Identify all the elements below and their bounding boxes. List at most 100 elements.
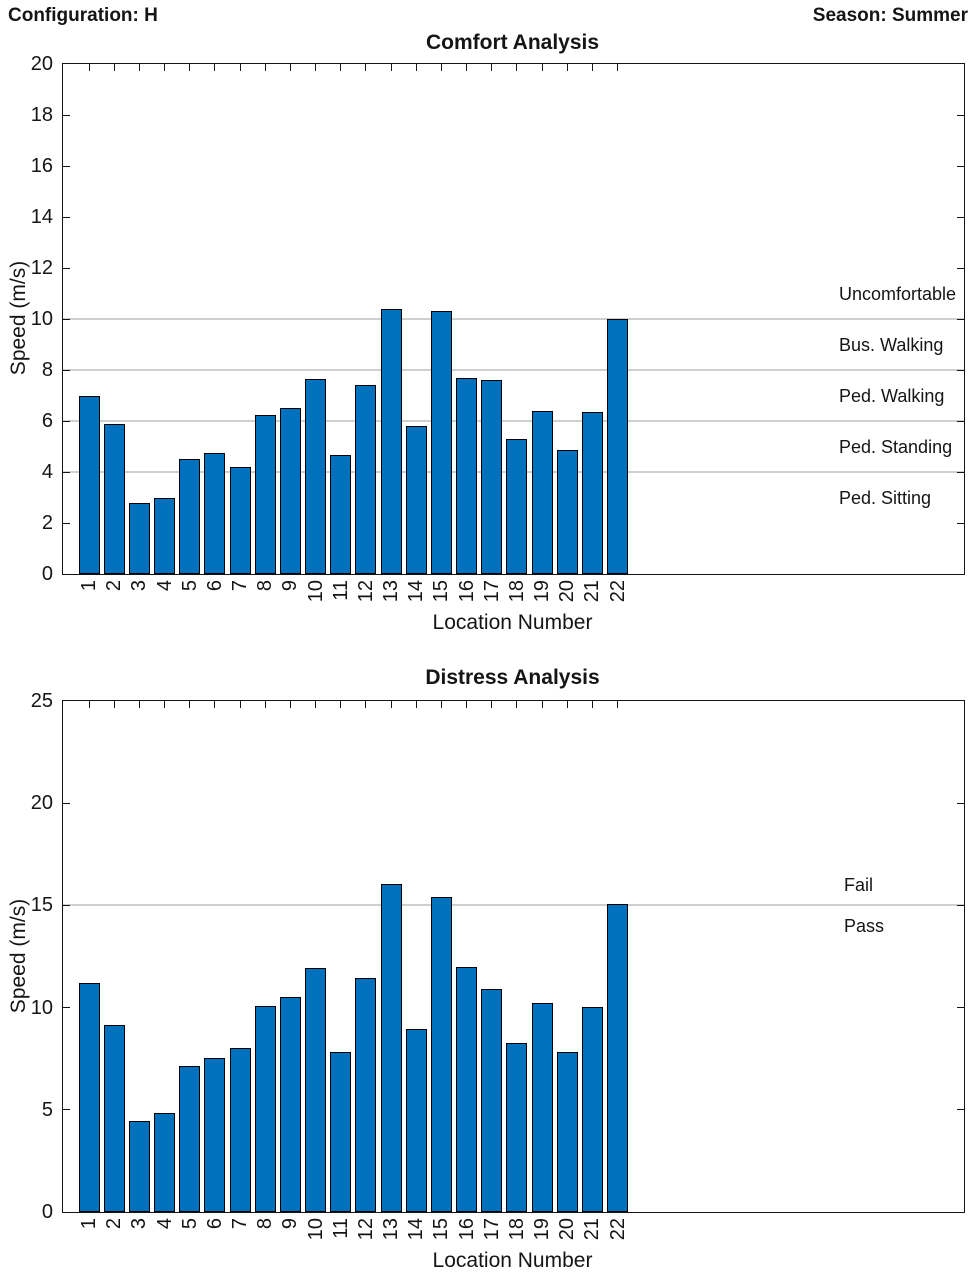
configuration-label: Configuration: H: [8, 5, 158, 26]
zone-label: Pass: [844, 915, 885, 936]
x-tick-mark: [113, 64, 115, 71]
x-tick-label: 21: [581, 1218, 604, 1241]
x-tick-label: 6: [203, 580, 226, 592]
x-tick-mark: [164, 701, 165, 708]
x-tick-mark: [591, 64, 593, 71]
x-tick-mark: [440, 64, 442, 71]
comfort-x-axis-label: Location Number: [432, 611, 593, 634]
x-tick-mark: [138, 64, 140, 71]
y-tick-mark: [957, 1109, 964, 1111]
y-tick-mark: [957, 318, 964, 320]
y-tick-mark: [63, 216, 70, 218]
y-tick-mark: [957, 114, 964, 116]
y-tick-label: 20: [30, 53, 53, 75]
x-tick-label: 13: [380, 1218, 403, 1241]
bar: [481, 989, 503, 1212]
y-tick-label: 16: [30, 155, 53, 177]
x-tick-label: 15: [430, 580, 453, 603]
x-tick-mark: [516, 64, 518, 71]
zone-label: Ped. Standing: [839, 436, 953, 457]
x-tick-label: 15: [430, 1218, 453, 1241]
bar: [581, 412, 603, 574]
x-tick-label: 5: [178, 1218, 201, 1230]
y-tick-mark: [63, 267, 70, 269]
y-tick-mark: [957, 904, 964, 906]
threshold-line: [63, 318, 964, 320]
x-tick-label: 6: [203, 1218, 226, 1230]
bar: [305, 378, 327, 574]
y-tick-label: 15: [30, 894, 53, 917]
x-tick-label: 3: [128, 1218, 151, 1230]
y-tick-label: 0: [41, 563, 53, 585]
x-tick-label: 14: [405, 580, 428, 603]
threshold-line: [63, 420, 964, 422]
y-tick-label: 10: [30, 308, 53, 330]
x-tick-mark: [340, 701, 342, 708]
x-tick-label: 11: [329, 1218, 352, 1239]
y-tick-mark: [63, 471, 70, 473]
x-tick-label: 10: [304, 1218, 327, 1241]
y-tick-mark: [63, 165, 70, 167]
x-tick-label: 18: [505, 1218, 528, 1241]
y-tick-mark: [957, 802, 964, 804]
x-tick-mark: [315, 64, 317, 71]
x-tick-mark: [239, 64, 241, 71]
x-tick-label: 14: [405, 1218, 428, 1241]
y-tick-mark: [957, 267, 964, 269]
x-tick-mark: [315, 701, 317, 708]
x-tick-mark: [113, 701, 115, 708]
bar: [179, 1065, 201, 1212]
x-tick-label: 11: [329, 580, 352, 601]
x-tick-mark: [88, 64, 90, 71]
bar: [506, 438, 528, 574]
x-tick-label: 19: [531, 580, 554, 603]
bar: [254, 1005, 276, 1212]
y-tick-label: 12: [30, 257, 53, 279]
bar: [430, 311, 452, 574]
x-tick-label: 10: [304, 580, 327, 603]
y-tick-mark: [63, 802, 70, 804]
season-label: Season: Summer: [812, 5, 968, 26]
x-tick-label: 1: [78, 580, 100, 592]
bar: [154, 497, 175, 574]
zone-label: Uncomfortable: [839, 283, 957, 304]
bar: [531, 1002, 553, 1212]
x-tick-mark: [491, 64, 493, 71]
x-tick-mark: [516, 701, 518, 708]
x-tick-mark: [189, 701, 191, 708]
y-tick-label: 25: [30, 690, 53, 712]
x-tick-mark: [365, 64, 367, 71]
x-tick-label: 7: [229, 1218, 252, 1230]
y-tick-label: 6: [41, 410, 53, 432]
bar: [78, 395, 100, 574]
y-tick-label: 0: [41, 1201, 53, 1223]
x-tick-mark: [491, 701, 493, 708]
y-tick-label: 20: [30, 792, 53, 815]
x-tick-mark: [289, 701, 291, 708]
bar: [380, 883, 402, 1212]
y-tick-label: 4: [41, 461, 53, 483]
y-tick-mark: [63, 369, 70, 371]
bar: [204, 1057, 226, 1212]
x-tick-mark: [541, 64, 543, 71]
x-tick-label: 5: [178, 580, 201, 592]
x-tick-label: 17: [480, 580, 503, 603]
threshold-line: [63, 369, 964, 371]
bar: [128, 502, 150, 574]
y-tick-label: 18: [30, 104, 53, 126]
x-tick-mark: [566, 64, 568, 71]
bar: [607, 904, 629, 1212]
distress-chart-title: Distress Analysis: [425, 666, 600, 689]
x-tick-mark: [415, 701, 417, 708]
bar: [531, 410, 553, 574]
x-tick-label: 22: [606, 580, 629, 603]
y-tick-mark: [63, 1007, 70, 1009]
x-tick-label: 3: [128, 580, 151, 592]
x-tick-mark: [264, 64, 266, 71]
x-tick-label: 9: [279, 580, 302, 592]
bar: [204, 452, 226, 574]
bar: [380, 308, 402, 574]
x-tick-mark: [591, 701, 593, 708]
bar: [305, 967, 327, 1212]
